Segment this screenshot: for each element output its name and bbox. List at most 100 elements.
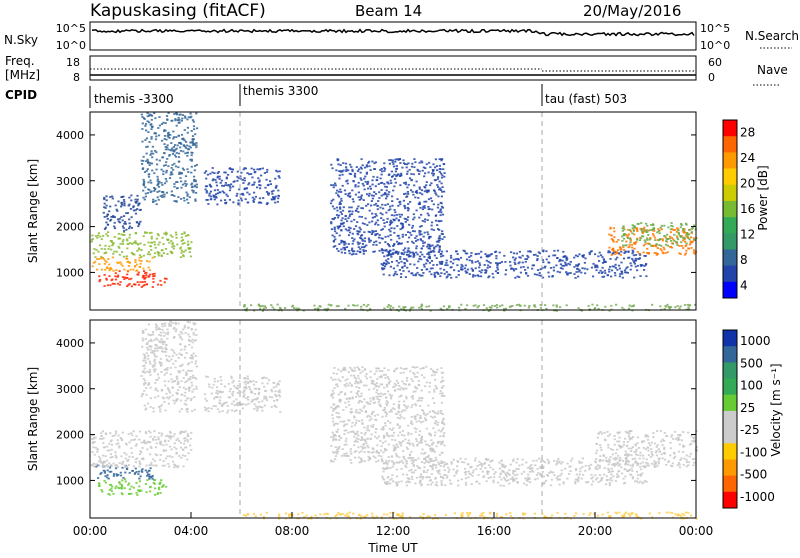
power-echo-cell [408,184,410,186]
power-echo-cell [266,169,268,171]
power-echo-cell [387,193,389,195]
power-echo-cell [184,183,186,185]
velocity-echo-cell [174,402,176,404]
velocity-echo-cell [441,372,443,374]
power-echo-cell [514,259,516,261]
power-echo-cell [135,213,137,215]
power-echo-cell [146,153,148,155]
power-echo-cell [383,308,385,310]
velocity-echo-cell [441,402,443,404]
power-echo-cell [510,305,512,307]
velocity-echo-cell [99,473,101,475]
power-echo-cell [343,225,345,227]
power-echo-cell [183,200,185,202]
power-echo-cell [139,243,141,245]
power-echo-cell [432,163,434,165]
power-echo-cell [663,225,665,227]
power-echo-cell [645,275,647,277]
power-echo-cell [111,245,113,247]
power-echo-cell [440,160,442,162]
power-echo-cell [620,254,622,256]
power-echo-cell [106,205,108,207]
velocity-echo-cell [188,370,190,372]
velocity-echo-cell [330,445,332,447]
velocity-echo-cell [217,380,219,382]
velocity-echo-cell [164,380,166,382]
power-echo-cell [480,251,482,253]
power-echo-cell [134,261,136,263]
freq-panel: Freq. [MHz] 18 8 60 0 Nave [5,54,788,85]
power-echo-cell [398,214,400,216]
power-echo-cell [372,244,374,246]
velocity-echo-cell [407,432,409,434]
power-echo-cell [427,233,429,235]
velocity-echo-cell [373,384,375,386]
velocity-echo-cell [343,455,345,457]
velocity-echo-cell [465,474,467,476]
power-echo-cell [270,183,272,185]
velocity-echo-cell [275,386,277,388]
power-echo-cell [487,256,489,258]
power-echo-cell [91,235,93,237]
power-echo-cell [372,198,374,200]
power-echo-cell [407,171,409,173]
power-echo-cell [330,304,332,306]
power-echo-cell [617,239,619,241]
power-echo-cell [338,191,340,193]
velocity-echo-cell [219,396,221,398]
power-echo-cell [573,266,575,268]
velocity-echo-cell [183,443,185,445]
velocity-echo-cell [143,390,145,392]
power-echo-cell [143,117,145,119]
power-echo-cell [586,268,588,270]
velocity-echo-cell [161,348,163,350]
velocity-echo-cell [189,322,191,324]
power-echo-cell [137,244,139,246]
velocity-echo-cell [148,470,150,472]
velocity-echo-cell [99,460,101,462]
power-echo-cell [205,189,207,191]
power-echo-cell [154,117,156,119]
power-echo-cell [171,252,173,254]
power-echo-cell [164,130,166,132]
power-echo-cell [518,261,520,263]
power-echo-cell [665,240,667,242]
velocity-echo-cell [150,387,152,389]
power-echo-cell [385,198,387,200]
velocity-echo-cell [173,466,175,468]
velocity-echo-cell [391,474,393,476]
velocity-echo-cell [349,382,351,384]
power-echo-cell [214,189,216,191]
velocity-echo-cell [357,366,359,368]
power-echo-cell [422,242,424,244]
velocity-echo-cell [169,396,171,398]
power-echo-cell [465,272,467,274]
velocity-echo-cell [346,453,348,455]
velocity-echo-cell [333,408,335,410]
power-echo-cell [488,275,490,277]
power-echo-cell [471,260,473,262]
power-echo-cell [681,245,683,247]
power-echo-cell [501,261,503,263]
velocity-echo-cell [595,466,597,468]
velocity-echo-cell [563,483,565,485]
velocity-echo-cell [187,433,189,435]
velocity-echo-cell [344,402,346,404]
power-echo-cell [403,258,405,260]
power-echo-cell [350,173,352,175]
velocity-echo-cell [179,343,181,345]
power-echo-cell [173,186,175,188]
velocity-echo-cell [157,390,159,392]
velocity-echo-cell [373,411,375,413]
power-echo-cell [149,254,151,256]
velocity-echo-cell [360,458,362,460]
power-echo-cell [390,220,392,222]
power-echo-cell [161,169,163,171]
power-echo-cell [345,215,347,217]
power-echo-cell [337,159,339,161]
power-echo-cell [497,269,499,271]
power-echo-cell [448,307,450,309]
velocity-echo-cell [543,476,545,478]
power-echo-cell [161,255,163,257]
power-echo-cell [401,266,403,268]
